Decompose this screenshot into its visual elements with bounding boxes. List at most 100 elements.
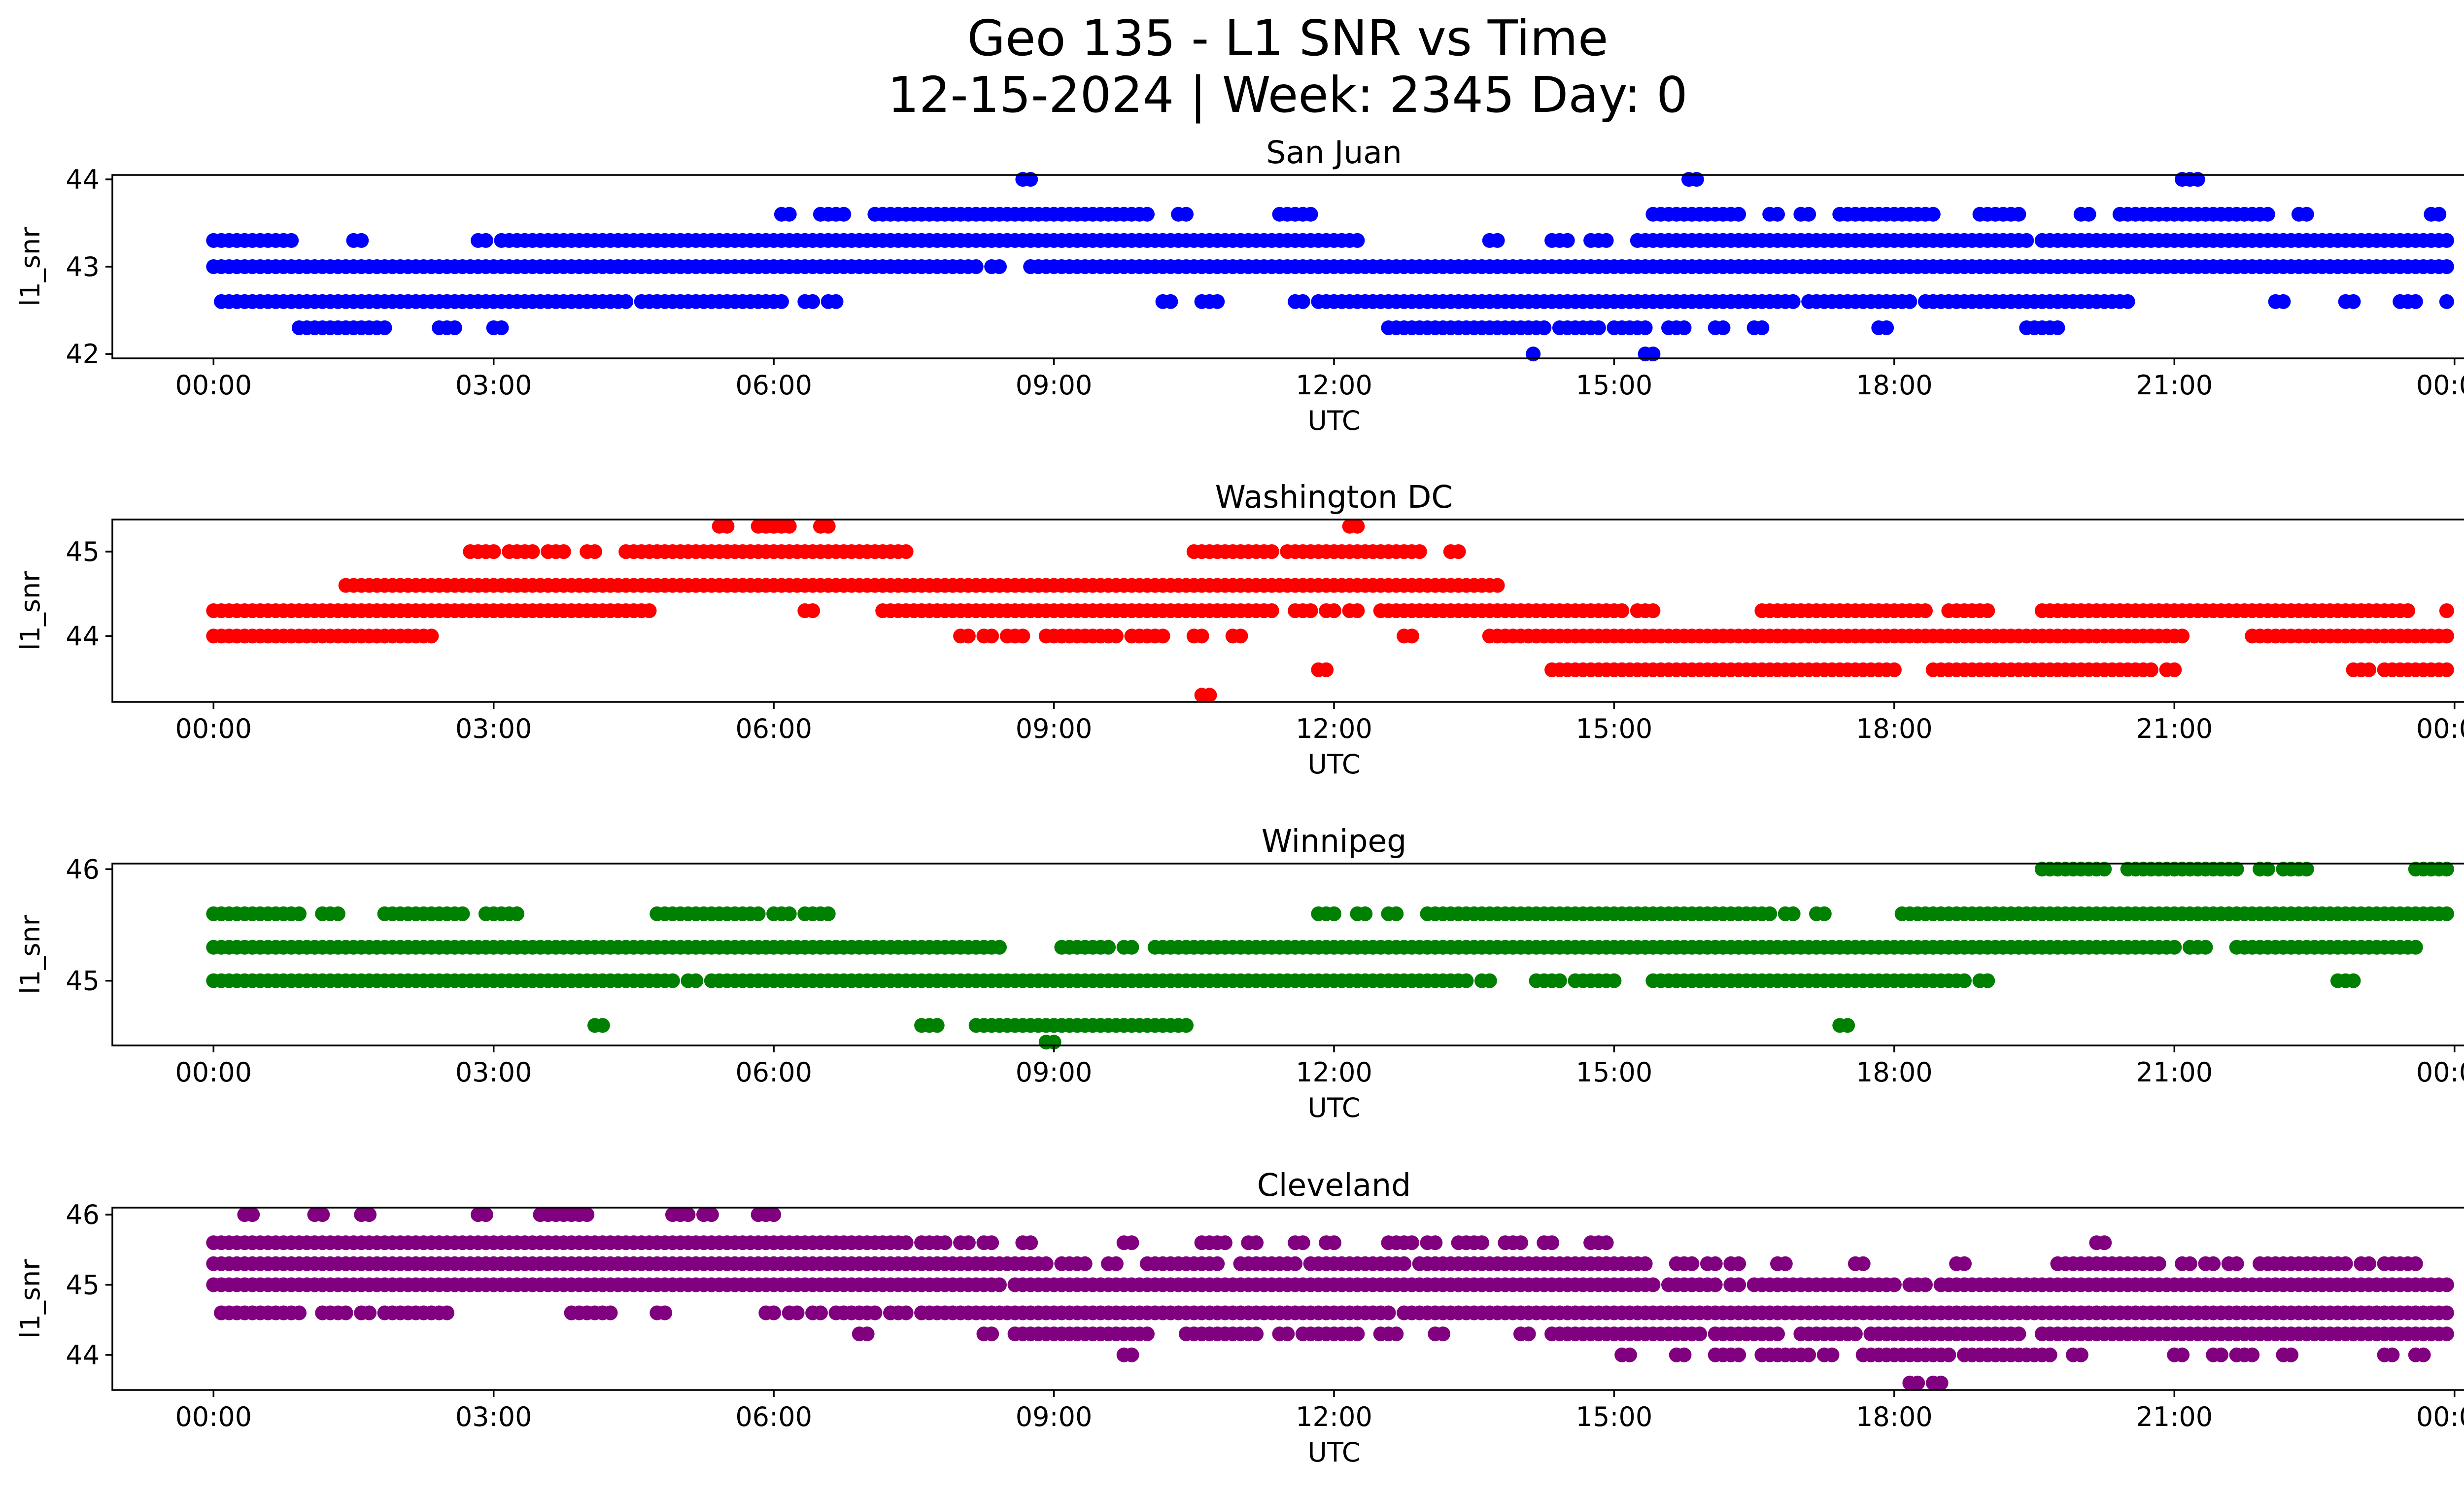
data-point — [1622, 1347, 1637, 1362]
x-tick-label: 00:00 — [2416, 713, 2464, 744]
x-tick-label: 09:00 — [1016, 370, 1093, 401]
data-point — [1015, 628, 1030, 644]
data-point — [1490, 233, 1505, 248]
data-point — [805, 603, 821, 618]
data-point — [2439, 603, 2454, 618]
data-point — [1925, 207, 1941, 222]
data-point — [813, 1305, 828, 1321]
data-point — [486, 544, 501, 559]
data-point — [1264, 544, 1279, 559]
data-point — [1770, 207, 1785, 222]
data-point — [2439, 628, 2454, 644]
data-point — [2151, 1256, 2166, 1271]
data-point — [1677, 320, 1692, 335]
data-point — [1778, 1256, 1793, 1271]
data-point — [2385, 1347, 2400, 1362]
data-point — [1194, 628, 1209, 644]
data-point — [751, 906, 766, 921]
data-point — [1124, 1347, 1139, 1362]
data-point — [1933, 1375, 1949, 1391]
data-point — [828, 294, 844, 309]
data-point — [440, 1305, 454, 1321]
x-tick-label: 15:00 — [1576, 1057, 1653, 1088]
x-tick-label: 00:00 — [175, 1057, 252, 1088]
data-point — [1397, 1256, 1412, 1271]
y-tick-label: 42 — [66, 339, 100, 370]
x-tick-label: 12:00 — [1296, 713, 1372, 744]
data-point — [2011, 1326, 2026, 1342]
data-point — [1350, 1326, 1365, 1342]
data-point — [1108, 1256, 1124, 1271]
x-tick-label: 06:00 — [735, 1401, 812, 1432]
data-point — [2439, 662, 2454, 677]
data-point — [2019, 233, 2034, 248]
data-point — [1677, 1347, 1692, 1362]
data-point — [377, 320, 392, 335]
data-point — [2081, 207, 2096, 222]
data-point — [688, 973, 704, 988]
data-point — [1614, 603, 1630, 618]
subplot-washington-dc: Washington DC 00:00 03:00 06:00 09:00 12:00 15… — [15, 479, 2464, 780]
data-point — [1552, 973, 1567, 988]
data-point — [1350, 233, 1365, 248]
data-point — [1490, 578, 1505, 593]
data-point — [984, 1326, 999, 1342]
data-point — [2198, 939, 2213, 955]
data-point — [1249, 1235, 1264, 1251]
data-point — [2408, 294, 2423, 309]
data-point — [867, 1305, 883, 1321]
data-point — [2042, 1347, 2057, 1362]
data-point — [1770, 1326, 1785, 1342]
data-point — [447, 320, 462, 335]
data-point — [1731, 1277, 1746, 1292]
data-point — [1358, 906, 1373, 921]
data-point — [1327, 906, 1341, 921]
data-point — [284, 233, 299, 248]
data-point — [1980, 973, 1995, 988]
data-point — [2143, 662, 2158, 677]
data-point — [821, 906, 836, 921]
data-point — [2245, 1347, 2260, 1362]
x-tick-label: 15:00 — [1576, 713, 1653, 744]
data-point — [2439, 1277, 2454, 1292]
data-series — [206, 1207, 2454, 1391]
data-point — [1436, 1326, 1451, 1342]
data-point — [580, 1207, 595, 1222]
data-point — [1638, 1256, 1653, 1271]
data-point — [2167, 662, 2182, 677]
data-point — [2346, 294, 2361, 309]
y-tick-label: 45 — [66, 536, 100, 567]
y-axis-label: l1_snr — [15, 227, 46, 307]
data-point — [992, 259, 1007, 274]
data-point — [1327, 603, 1341, 618]
x-axis-label: UTC — [1307, 749, 1360, 780]
data-point — [2431, 207, 2447, 222]
data-series — [206, 862, 2454, 1050]
y-axis-label: l1_snr — [15, 1259, 46, 1339]
data-point — [1202, 688, 1217, 703]
data-point — [1731, 207, 1746, 222]
data-point — [1980, 603, 1995, 618]
data-point — [1824, 1347, 1840, 1362]
data-point — [898, 1305, 914, 1321]
data-point — [1910, 1375, 1925, 1391]
data-point — [1544, 1235, 1560, 1251]
data-point — [719, 519, 735, 534]
data-point — [2361, 1256, 2376, 1271]
data-point — [1482, 973, 1497, 988]
y-axis-label: l1_snr — [15, 571, 46, 651]
data-point — [1840, 1018, 1855, 1033]
data-point — [556, 544, 571, 559]
x-tick-label: 00:00 — [2416, 1057, 2464, 1088]
data-point — [2260, 207, 2275, 222]
data-point — [2439, 259, 2454, 274]
data-point — [2182, 1256, 2197, 1271]
x-tick-label: 06:00 — [735, 713, 812, 744]
data-point — [992, 1277, 1007, 1292]
x-tick-label: 15:00 — [1576, 1401, 1653, 1432]
data-point — [2439, 862, 2454, 877]
y-tick-label: 45 — [66, 1270, 100, 1301]
data-point — [1303, 207, 1318, 222]
data-point — [1918, 1277, 1933, 1292]
data-point — [937, 1235, 953, 1251]
